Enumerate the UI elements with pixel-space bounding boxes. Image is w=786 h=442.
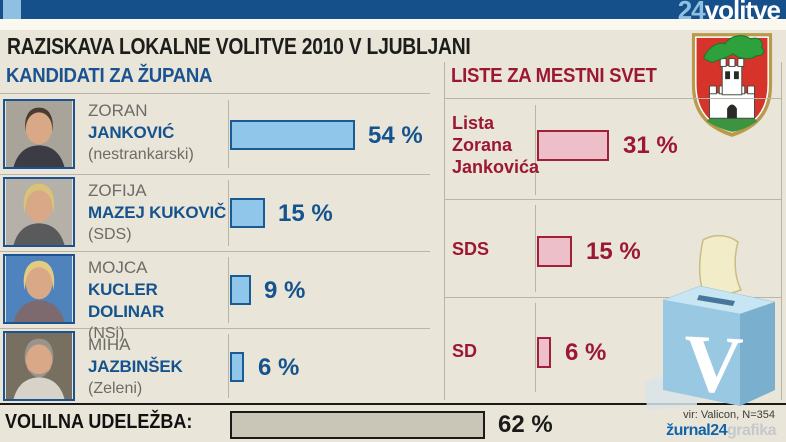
- list-name: SD: [452, 341, 478, 361]
- bar-value-label: 31 %: [623, 132, 678, 159]
- candidate-name-block: ZORAN JANKOVIĆ (nestrankarski): [88, 100, 228, 166]
- right-panel-header: LISTE ZA MESTNI SVET: [451, 65, 657, 87]
- bar-value-label: 6 %: [258, 354, 300, 381]
- page-title: RAZISKAVA LOKALNE VOLITVE 2010 V LJUBLJA…: [7, 33, 471, 59]
- divider: [0, 251, 430, 252]
- bottom-rule: [0, 403, 786, 405]
- left-panel-header: KANDIDATI ZA ŽUPANA: [6, 65, 213, 87]
- turnout-value: 62 %: [498, 411, 553, 438]
- list-name: Lista Zorana Jankovića: [452, 113, 540, 177]
- divider: [444, 297, 781, 298]
- candidate-name-block: MIHA JAZBINŠEK (Zeleni): [88, 334, 228, 400]
- axis-line: [535, 105, 536, 195]
- source-note: vir: Valicon, N=354: [683, 409, 775, 421]
- divider: [0, 328, 430, 329]
- panel-edge: [781, 62, 782, 400]
- bar-jankovic: [230, 120, 355, 150]
- candidate-photo-kucler-dolinar: [3, 254, 75, 324]
- bar-lista-zorana-jankovica: [537, 130, 609, 161]
- candidate-party: (Zeleni): [88, 380, 143, 397]
- panel-divider: [444, 62, 445, 400]
- candidate-name-block: MOJCA KUCLER DOLINAR (NSi): [88, 257, 228, 345]
- candidate-photo-jankovic: [3, 99, 75, 169]
- candidate-first-name: MIHA: [88, 335, 131, 354]
- candidate-photo-jazbinsek: [3, 331, 75, 401]
- candidate-first-name: ZORAN: [88, 101, 148, 120]
- axis-line: [228, 100, 229, 168]
- axis-line: [535, 303, 536, 392]
- candidate-last-name: MAZEJ KUKOVIČ: [88, 203, 227, 222]
- bar-jazbinsek: [230, 352, 244, 382]
- zurnal24-grafika-logo: žurnal24grafika: [666, 422, 776, 440]
- bar-value-label: 54 %: [368, 122, 423, 149]
- axis-line: [228, 257, 229, 323]
- turnout-label: VOLILNA UDELEŽBA:: [5, 411, 193, 433]
- candidate-first-name: MOJCA: [88, 258, 148, 277]
- axis-line: [228, 334, 229, 398]
- bar-mazej-kukovic: [230, 198, 265, 228]
- svg-text:V: V: [681, 317, 745, 411]
- brand-suffix: grafika: [727, 422, 776, 439]
- divider: [0, 174, 430, 175]
- bar-value-label: 9 %: [264, 277, 306, 304]
- candidate-party: (SDS): [88, 226, 132, 243]
- top-banner: 24volitve: [0, 0, 786, 25]
- bar-sd: [537, 337, 551, 368]
- divider: [444, 199, 781, 200]
- bar-value-label: 15 %: [278, 200, 333, 227]
- bar-kucler-dolinar: [230, 275, 251, 305]
- candidate-party: (nestrankarski): [88, 146, 194, 163]
- axis-line: [228, 180, 229, 246]
- candidate-photo-mazej-kukovic: [3, 177, 75, 247]
- candidate-last-name: JANKOVIĆ: [88, 123, 175, 142]
- banner-underline-strip: [0, 19, 786, 30]
- list-name: SDS: [452, 239, 490, 259]
- ljubljana-coat-of-arms-icon: [691, 33, 773, 137]
- ballot-box-icon: V: [645, 234, 776, 411]
- candidate-name-block: ZOFIJA MAZEJ KUKOVIČ (SDS): [88, 180, 228, 246]
- bar-value-label: 15 %: [586, 238, 641, 265]
- brand-name: žurnal24: [666, 422, 728, 439]
- axis-line: [535, 205, 536, 292]
- 24-logo-square-icon: [3, 0, 21, 25]
- candidate-last-name: KUCLER DOLINAR: [88, 280, 165, 321]
- divider: [444, 98, 781, 99]
- bar-value-label: 6 %: [565, 339, 607, 366]
- candidate-party: (NSi): [88, 325, 125, 342]
- divider: [0, 93, 430, 94]
- candidate-last-name: JAZBINŠEK: [88, 357, 183, 376]
- bar-sds: [537, 236, 572, 267]
- turnout-bar: [230, 411, 485, 439]
- candidate-first-name: ZOFIJA: [88, 181, 147, 200]
